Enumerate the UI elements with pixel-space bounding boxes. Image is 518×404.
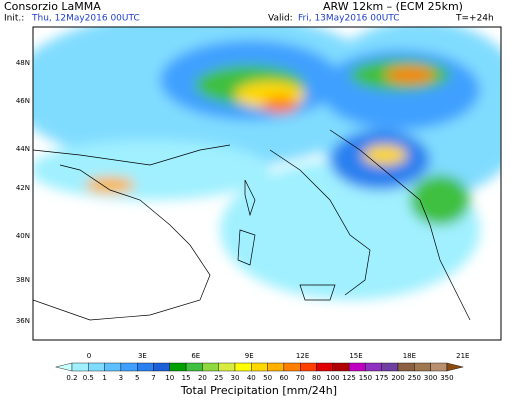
colorbar-label: 25 (214, 374, 223, 382)
colorbar-label: 15 (182, 374, 191, 382)
colorbar-box (430, 362, 448, 372)
colorbar-box (365, 362, 382, 372)
lat-label: 40N (16, 232, 30, 240)
colorbar-box (251, 362, 268, 372)
colorbar-box (153, 362, 170, 372)
colorbar-box (185, 362, 203, 372)
coastline (237, 129, 471, 321)
model: ARW 12km – (ECM 25km) (323, 0, 463, 13)
init-date: Thu, 12May2016 00UTC (31, 14, 140, 24)
lon-label: 18E (403, 352, 416, 360)
colorbar-box (218, 362, 236, 372)
colorbar-label: 1 (102, 374, 106, 382)
colorbar-label: 350 (440, 374, 453, 382)
lon-label: 3E (138, 352, 147, 360)
colorbar-label: 175 (375, 374, 388, 382)
labels: 48N 46N 44N 42N 40N 38N 36N 0 3E 6E 9E 12E 15E 18E 21E… (16, 59, 470, 382)
colorbar-label: 150 (359, 374, 372, 382)
colorbar-box (234, 362, 252, 372)
init-label: Init.: (4, 14, 24, 24)
colorbar-box (381, 362, 399, 372)
colorbar-label: 20 (198, 374, 207, 382)
lat-label: 38N (16, 276, 30, 284)
lead-time: T=+24h (455, 14, 494, 24)
colorbar-label: 10 (165, 374, 174, 382)
lon-label: 12E (296, 352, 309, 360)
colorbar-box (120, 362, 138, 372)
coastline (33, 144, 231, 321)
colorbar-label: 0.5 (83, 374, 94, 382)
colorbar-label: 250 (408, 374, 421, 382)
map-frame (32, 26, 502, 341)
colorbar-label: 50 (263, 374, 272, 382)
colorbar-box (202, 362, 219, 372)
map-field (33, 27, 501, 340)
colorbar-box (397, 362, 415, 372)
colorbar-cap (55, 362, 73, 372)
valid-label: Valid: (268, 14, 293, 24)
lon-label: 0 (87, 352, 91, 360)
colorbar-label: 7 (151, 374, 155, 382)
colorbar-label: 5 (135, 374, 139, 382)
lon-label: 21E (456, 352, 469, 360)
colorbar-box (300, 362, 317, 372)
lat-label: 36N (16, 317, 30, 325)
producer: Consorzio LaMMA (4, 0, 101, 13)
colorbar-box (104, 362, 122, 372)
lat-label: 48N (16, 59, 30, 67)
lon-label: 9E (245, 352, 254, 360)
colorbar-label: 125 (342, 374, 355, 382)
lat-label: 46N (16, 97, 30, 105)
colorbar-label: 30 (231, 374, 240, 382)
colorbar-label: 200 (391, 374, 404, 382)
colorbar-box (283, 362, 301, 372)
valid-date: Fri, 13May2016 00UTC (298, 14, 400, 24)
colorbar-box (414, 362, 431, 372)
colorbar-box (316, 362, 333, 372)
colorbar-box (332, 362, 350, 372)
lat-label: 42N (16, 184, 30, 192)
colorbar-box (267, 362, 285, 372)
colorbar-cap (446, 362, 464, 372)
colorbar-box (136, 362, 154, 372)
colorbar-label: 300 (424, 374, 437, 382)
colorbar-label: 40 (247, 374, 256, 382)
colorbar-label: 80 (312, 374, 321, 382)
lon-label: 15E (349, 352, 362, 360)
colorbar-box (348, 362, 366, 372)
colorbar-title: Total Precipitation [mm/24h] (180, 384, 337, 397)
colorbar-box (169, 362, 187, 372)
colorbar-box (88, 362, 105, 372)
precip-blobs (33, 27, 501, 300)
colorbar-label: 3 (119, 374, 123, 382)
colorbar-box (71, 362, 89, 372)
colorbar-label: 0.2 (66, 374, 77, 382)
colorbar-label: 100 (326, 374, 339, 382)
lon-label: 6E (191, 352, 200, 360)
lat-label: 44N (16, 145, 30, 153)
colorbar-label: 70 (296, 374, 305, 382)
colorbar-label: 60 (279, 374, 288, 382)
